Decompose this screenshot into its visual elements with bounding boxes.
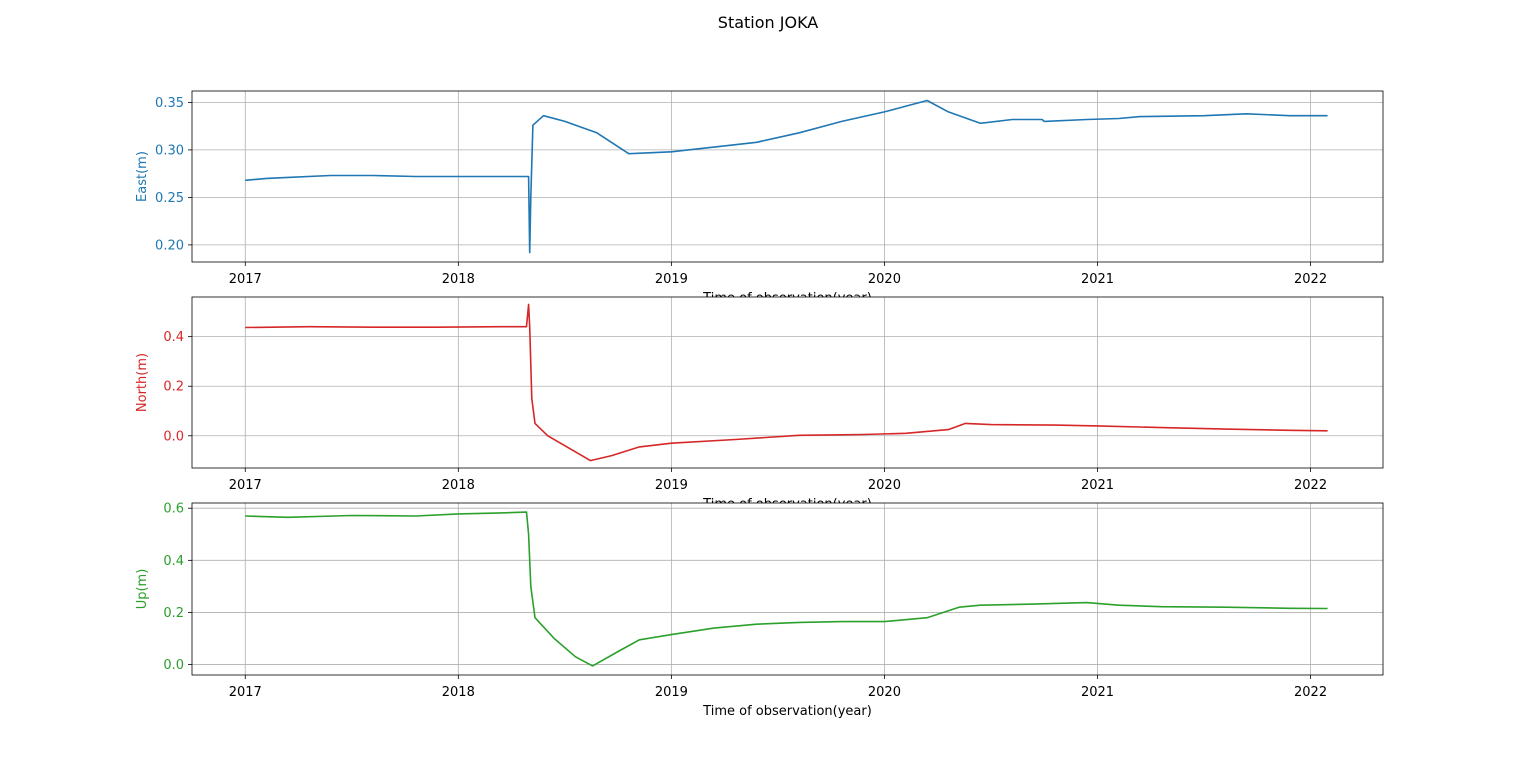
y-tick-label: 0.20 bbox=[155, 238, 184, 253]
subplot-east: 2017 2018 2019 2020 2021 2022 0.20 0.25 0.30 0.35… bbox=[135, 90, 1384, 306]
x-tick-label: 2022 bbox=[1294, 685, 1327, 700]
x-tick-label: 2019 bbox=[655, 272, 688, 287]
series-line-north bbox=[245, 303, 1328, 462]
x-tick-label: 2022 bbox=[1294, 478, 1327, 493]
y-tick-label: 0.2 bbox=[163, 606, 184, 621]
axes-background bbox=[192, 503, 1383, 675]
x-tick-label: 2020 bbox=[868, 478, 901, 493]
subplots: 2017 2018 2019 2020 2021 2022 0.20 0.25 0.30 0.35… bbox=[135, 90, 1384, 719]
axes-frame-north bbox=[191, 296, 1384, 469]
figure-title: Station JOKA bbox=[718, 13, 818, 32]
y-axis-label-up: Up(m) bbox=[135, 569, 150, 610]
gridlines-east bbox=[192, 91, 1383, 262]
x-tick-label: 2021 bbox=[1081, 272, 1114, 287]
subplot-up: 2017 2018 2019 2020 2021 2022 0.0 0.2 0.4 0.6 Time… bbox=[135, 502, 1384, 719]
x-tick-label: 2021 bbox=[1081, 478, 1114, 493]
x-tick-label: 2022 bbox=[1294, 272, 1327, 287]
y-tick-label: 0.35 bbox=[155, 96, 184, 111]
axes-frame-up bbox=[191, 502, 1384, 676]
x-tick-label: 2017 bbox=[229, 478, 262, 493]
series-line-east bbox=[245, 99, 1328, 254]
y-axis-label-north: North(m) bbox=[135, 353, 150, 412]
y-axis-label-east: East(m) bbox=[135, 151, 150, 202]
x-tick-label: 2020 bbox=[868, 685, 901, 700]
x-tick-label: 2018 bbox=[442, 478, 475, 493]
axes-background bbox=[192, 297, 1383, 468]
x-tick-label: 2017 bbox=[229, 272, 262, 287]
x-tick-label: 2018 bbox=[442, 272, 475, 287]
y-tick-label: 0.0 bbox=[163, 429, 184, 444]
x-tick-label: 2018 bbox=[442, 685, 475, 700]
x-axis-label-up: Time of observation(year) bbox=[702, 704, 872, 719]
y-tick-label: 0.6 bbox=[163, 502, 184, 517]
y-tick-label: 0.2 bbox=[163, 380, 184, 395]
x-tick-label: 2019 bbox=[655, 478, 688, 493]
y-tick-label: 0.4 bbox=[163, 330, 184, 345]
x-tick-label: 2019 bbox=[655, 685, 688, 700]
y-tick-label: 0.4 bbox=[163, 554, 184, 569]
y-tick-label: 0.30 bbox=[155, 143, 184, 158]
x-tick-label: 2017 bbox=[229, 685, 262, 700]
x-tick-label: 2021 bbox=[1081, 685, 1114, 700]
y-tick-label: 0.25 bbox=[155, 191, 184, 206]
axes-frame-east bbox=[191, 90, 1384, 263]
series-line-up bbox=[245, 511, 1328, 667]
gridlines-up bbox=[192, 503, 1383, 675]
y-tick-label: 0.0 bbox=[163, 658, 184, 673]
x-tick-label: 2020 bbox=[868, 272, 901, 287]
